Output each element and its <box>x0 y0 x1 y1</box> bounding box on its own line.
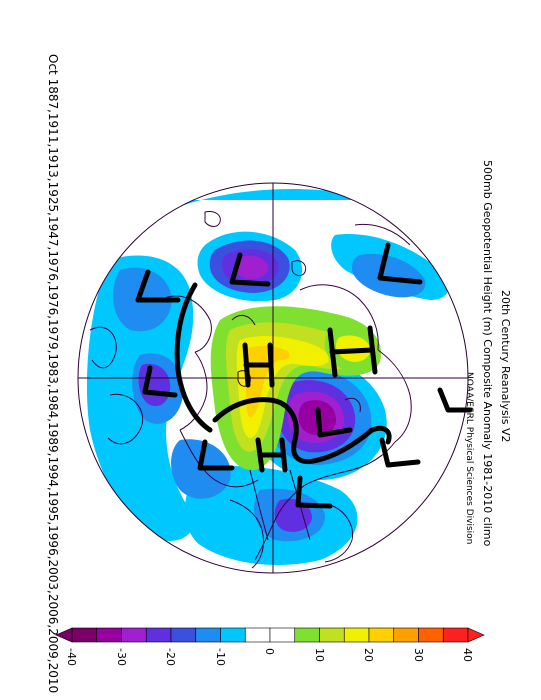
colorbar-swatch <box>220 627 246 643</box>
letter-l-8 <box>437 387 473 413</box>
colorbar-tick-label: 20 <box>362 648 375 662</box>
colorbar-tick-label: 40 <box>461 648 474 662</box>
colorbar-swatch <box>244 627 271 643</box>
letter-l-5 <box>315 407 353 438</box>
colorbar-swatch <box>121 627 147 643</box>
annotation-curve-1 <box>174 282 213 433</box>
letter-l-1 <box>229 252 271 287</box>
annotation-marks <box>135 242 473 509</box>
annotation-curve-3 <box>369 425 392 445</box>
letter-h-1 <box>242 342 275 388</box>
colorbar-tick-label: -20 <box>164 648 177 666</box>
colorbar-swatch <box>170 627 197 643</box>
colorbar-tick-label: 30 <box>411 648 425 662</box>
letter-h-2 <box>327 325 378 378</box>
colorbar-swatch <box>294 627 320 643</box>
letter-l-3 <box>142 365 178 398</box>
annotation-curve-2 <box>212 397 375 465</box>
colorbar-swatch <box>195 627 221 643</box>
letter-l-4 <box>197 439 235 471</box>
colorbar-swatch <box>368 627 395 643</box>
colorbar-swatch <box>393 627 419 643</box>
colorbar-swatch <box>418 627 444 643</box>
letter-l-7 <box>377 242 423 285</box>
colorbar-tick-label: 10 <box>312 648 326 662</box>
colorbar-tick-label: -10 <box>213 648 227 666</box>
colorbar-swatch <box>343 627 370 643</box>
colorbar-arrow-high <box>467 627 485 643</box>
letter-l-9 <box>295 475 333 509</box>
colorbar-swatch <box>71 627 98 643</box>
colorbar-swatch <box>319 627 345 643</box>
blue-top-right <box>352 253 426 298</box>
letter-l-2 <box>135 269 181 303</box>
colorbar <box>55 627 485 643</box>
colorbar-tick-label: 0 <box>263 648 276 655</box>
colorbar-swatch <box>442 627 469 643</box>
colorbar-swatch <box>269 627 296 643</box>
purple-top <box>234 255 268 280</box>
colorbar-swatch <box>145 627 172 643</box>
colorbar-swatch <box>96 627 122 643</box>
letter-l-6 <box>379 437 421 468</box>
letter-h-3 <box>255 437 288 473</box>
colorbar-tick-label: -30 <box>114 648 128 666</box>
colorbar-arrow-low <box>55 627 73 643</box>
colorbar-tick-label: -40 <box>65 648 78 666</box>
